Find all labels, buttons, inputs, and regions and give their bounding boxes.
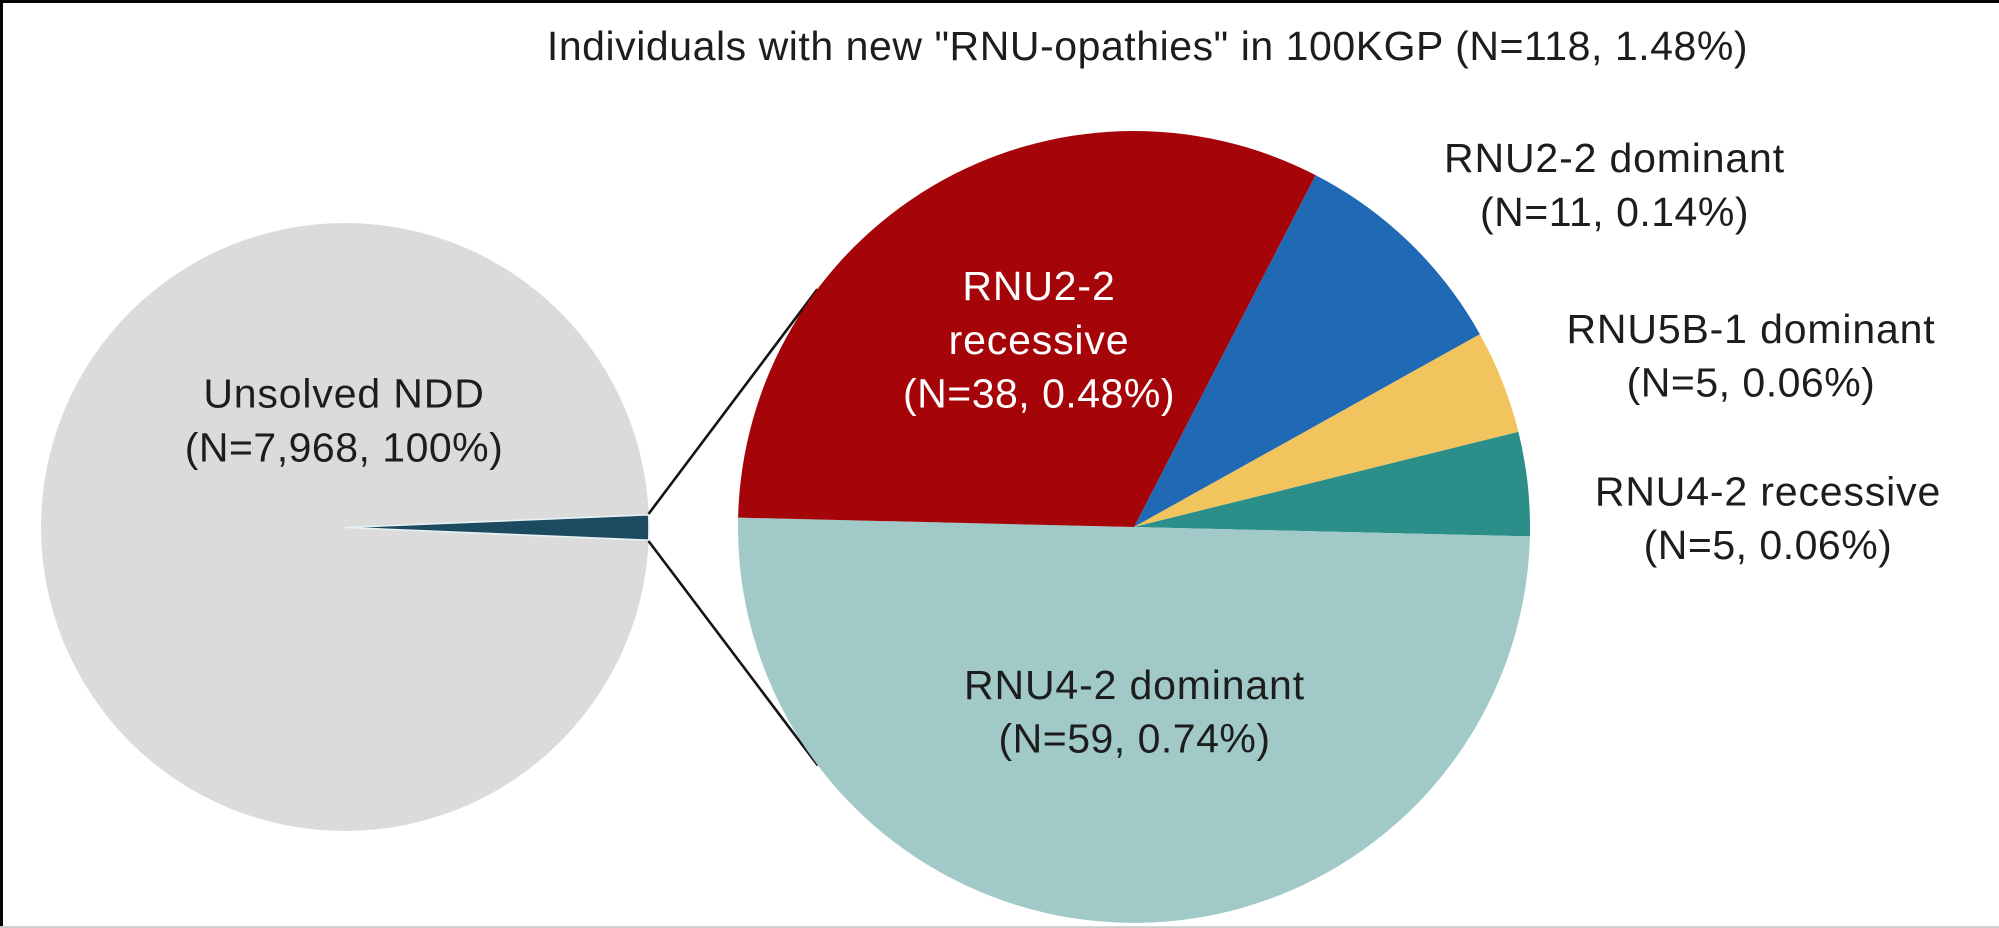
- svg-text:Individuals with new "RNU-opat: Individuals with new "RNU-opathies" in 1…: [547, 23, 1748, 69]
- svg-text:RNU2-2 dominant: RNU2-2 dominant: [1444, 135, 1785, 181]
- svg-text:(N=38, 0.48%): (N=38, 0.48%): [903, 371, 1175, 417]
- svg-text:(N=5, 0.06%): (N=5, 0.06%): [1644, 522, 1893, 568]
- svg-text:RNU5B-1 dominant: RNU5B-1 dominant: [1566, 306, 1935, 352]
- svg-text:(N=7,968, 100%): (N=7,968, 100%): [185, 424, 504, 470]
- svg-text:(N=5, 0.06%): (N=5, 0.06%): [1627, 360, 1876, 406]
- svg-text:(N=11, 0.14%): (N=11, 0.14%): [1480, 189, 1749, 235]
- svg-text:RNU4-2 recessive: RNU4-2 recessive: [1595, 469, 1941, 515]
- svg-text:RNU2-2: RNU2-2: [962, 263, 1115, 309]
- svg-text:recessive: recessive: [949, 317, 1130, 363]
- svg-text:RNU4-2 dominant: RNU4-2 dominant: [964, 662, 1305, 708]
- svg-text:(N=59, 0.74%): (N=59, 0.74%): [999, 716, 1271, 762]
- svg-text:Unsolved NDD: Unsolved NDD: [203, 371, 484, 417]
